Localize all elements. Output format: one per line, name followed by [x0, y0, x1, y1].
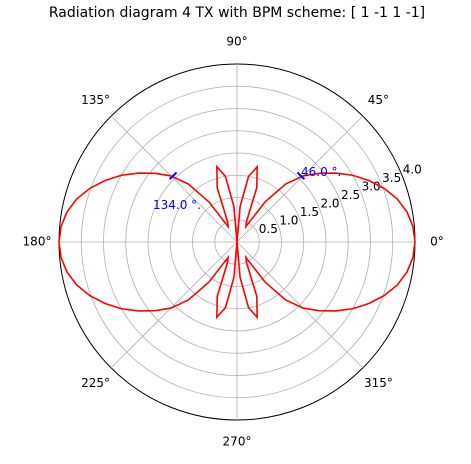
pattern-line: [58, 164, 416, 320]
radial-tick-label: 1.0: [279, 214, 298, 228]
angle-tick-label: 45°: [368, 93, 389, 107]
grid-line: [110, 241, 238, 369]
annotation-marker: [168, 171, 178, 180]
radial-tick-label: 3.0: [362, 180, 381, 194]
radial-tick-label: 3.5: [382, 171, 401, 185]
radial-tick-label: 2.5: [341, 188, 360, 202]
grid-line: [236, 241, 364, 369]
angle-tick-label: 135°: [81, 93, 110, 107]
radial-tick-label: 4.0: [403, 163, 422, 177]
annotation-label: 134.0 °.: [153, 198, 201, 212]
angle-tick-label: 225°: [81, 376, 110, 390]
radial-tick-label: 0.5: [259, 222, 278, 236]
angle-tick-label: 180°: [23, 235, 52, 249]
angle-tick-label: 0°: [430, 235, 444, 249]
angle-tick-label: 270°: [223, 435, 252, 449]
grid-line: [236, 115, 364, 243]
chart-title: Radiation diagram 4 TX with BPM scheme: …: [49, 5, 425, 21]
annotation-label: 46.0 °.: [301, 165, 341, 179]
annotation-marker: [296, 171, 306, 180]
radial-tick-label: 1.5: [300, 205, 319, 219]
radial-tick-label: 2.0: [320, 197, 339, 211]
angle-tick-label: 90°: [226, 35, 247, 49]
grid-line: [110, 115, 238, 243]
angle-tick-label: 315°: [364, 376, 393, 390]
